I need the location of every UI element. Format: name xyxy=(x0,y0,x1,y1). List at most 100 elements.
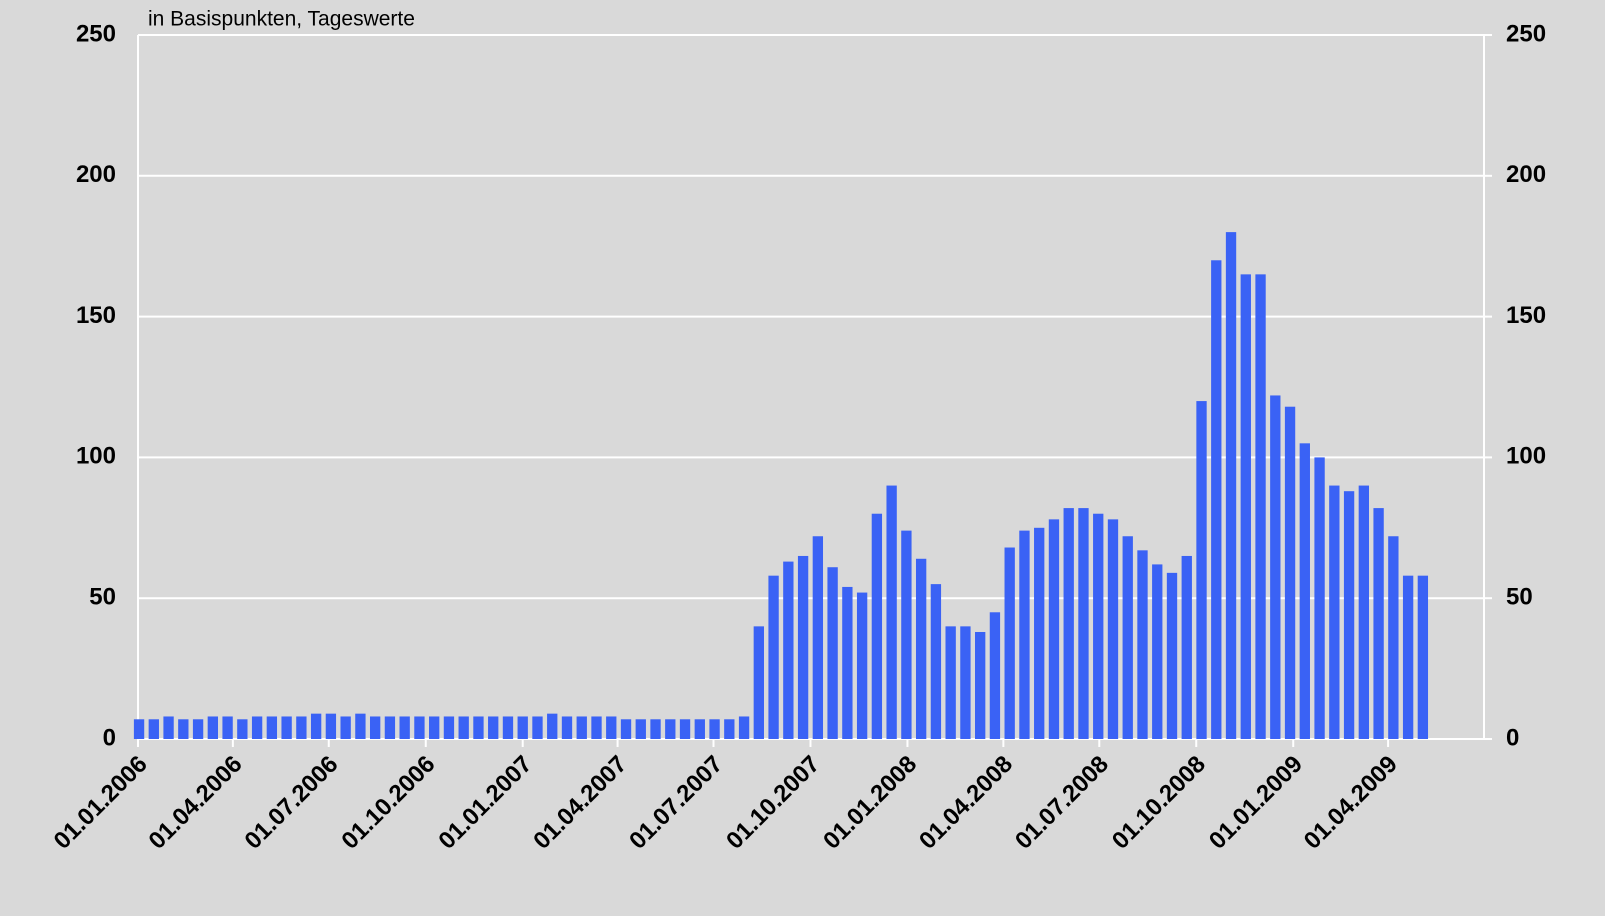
bar xyxy=(458,716,469,739)
bar xyxy=(1373,508,1384,739)
bar xyxy=(325,713,337,739)
bar xyxy=(384,716,396,739)
bar xyxy=(591,716,602,739)
bar xyxy=(842,586,853,739)
y2-tick-label: 200 xyxy=(1506,161,1546,188)
bar xyxy=(724,719,735,739)
y2-tick-label: 150 xyxy=(1506,302,1546,329)
bar xyxy=(399,716,410,739)
bar xyxy=(797,555,809,739)
y-tick-label: 150 xyxy=(76,302,116,329)
bar xyxy=(266,716,278,739)
bar xyxy=(1329,485,1340,739)
bar xyxy=(1196,401,1207,739)
bar xyxy=(1388,536,1399,739)
bar xyxy=(1122,536,1133,739)
bar xyxy=(1284,406,1296,739)
bar xyxy=(355,713,366,739)
bar xyxy=(163,716,174,739)
bar xyxy=(886,485,897,739)
bar xyxy=(1004,547,1015,739)
bar xyxy=(827,567,838,739)
bar xyxy=(1343,491,1355,739)
bar xyxy=(738,716,750,739)
bar xyxy=(1048,519,1060,739)
bar xyxy=(606,716,617,739)
bar xyxy=(547,713,558,739)
bar xyxy=(281,716,292,739)
bar xyxy=(679,719,691,739)
bar xyxy=(975,631,986,739)
bar xyxy=(1063,508,1074,739)
bar xyxy=(237,719,248,739)
bar xyxy=(251,716,263,739)
bar xyxy=(945,626,956,739)
bar xyxy=(222,716,233,739)
bar xyxy=(488,716,499,739)
bar xyxy=(310,713,322,739)
bar xyxy=(1166,572,1178,739)
bar xyxy=(1181,555,1192,739)
bar xyxy=(812,536,824,739)
bar xyxy=(429,716,440,739)
bar xyxy=(960,626,971,739)
bar xyxy=(1417,575,1429,739)
bar xyxy=(207,716,219,739)
bar xyxy=(709,719,720,739)
bar xyxy=(1270,395,1281,739)
bar xyxy=(650,719,661,739)
bar xyxy=(561,716,573,739)
bar xyxy=(753,626,764,739)
bar xyxy=(1137,550,1148,739)
bar xyxy=(901,530,912,739)
bar xyxy=(1358,485,1370,739)
y2-tick-label: 0 xyxy=(1506,724,1519,751)
bar xyxy=(502,716,514,739)
y-tick-label: 50 xyxy=(89,584,116,611)
bar xyxy=(1152,564,1163,739)
bar xyxy=(296,716,307,739)
bar xyxy=(192,719,204,739)
bar xyxy=(414,716,425,739)
bar xyxy=(532,716,543,739)
bar xyxy=(517,716,528,739)
bar xyxy=(1093,513,1104,739)
bar xyxy=(915,558,927,739)
y-tick-label: 250 xyxy=(76,20,116,47)
bar xyxy=(1255,274,1266,739)
bar xyxy=(1211,260,1222,739)
bar xyxy=(768,575,779,739)
bar xyxy=(665,719,676,739)
y-tick-label: 100 xyxy=(76,443,116,470)
bar xyxy=(694,719,705,739)
bar xyxy=(620,719,632,739)
bar xyxy=(635,719,646,739)
bar xyxy=(1107,519,1119,739)
bar xyxy=(783,561,794,739)
y-tick-label: 0 xyxy=(103,724,116,751)
bar xyxy=(989,612,1001,739)
bar xyxy=(133,719,145,739)
bar xyxy=(148,719,159,739)
bar xyxy=(1299,443,1310,739)
bar xyxy=(1240,274,1251,739)
bar xyxy=(443,716,455,739)
y2-tick-label: 250 xyxy=(1506,20,1546,47)
y-tick-label: 200 xyxy=(76,161,116,188)
bar xyxy=(1019,530,1030,739)
bar xyxy=(369,716,381,739)
bar xyxy=(930,584,942,739)
bar xyxy=(576,716,587,739)
bar xyxy=(1078,508,1089,739)
y2-tick-label: 100 xyxy=(1506,443,1546,470)
bar xyxy=(871,513,883,739)
bar xyxy=(1034,527,1045,739)
bar xyxy=(178,719,189,739)
bar xyxy=(856,592,868,739)
chart-subtitle: in Basispunkten, Tageswerte xyxy=(148,8,415,31)
bar xyxy=(1402,575,1414,739)
y2-tick-label: 50 xyxy=(1506,584,1533,611)
bar xyxy=(340,716,351,739)
